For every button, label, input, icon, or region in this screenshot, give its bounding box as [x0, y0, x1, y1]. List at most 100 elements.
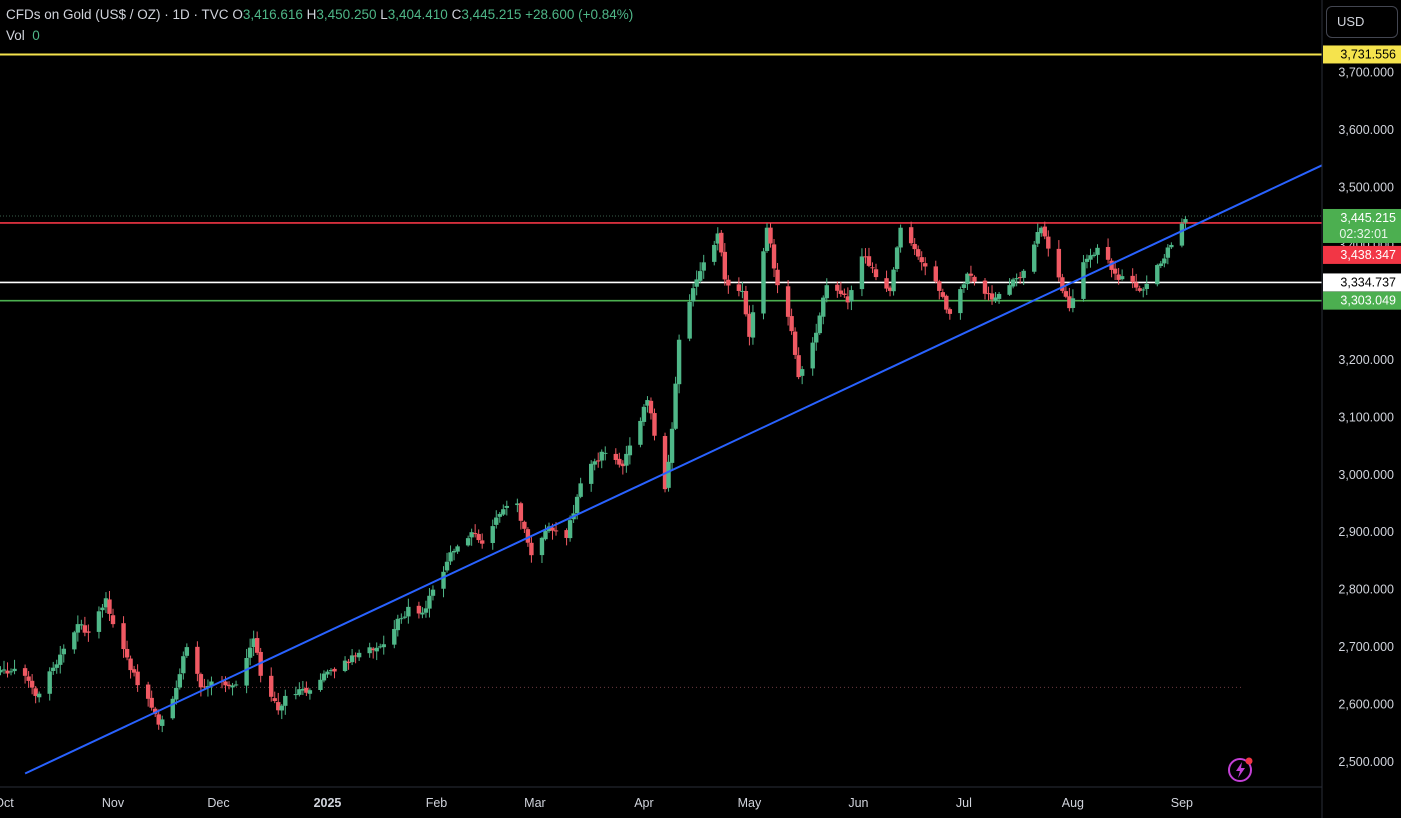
candle[interactable]	[968, 265, 974, 283]
candle[interactable]	[673, 376, 678, 431]
candle[interactable]	[937, 279, 942, 300]
candle[interactable]	[1169, 242, 1174, 249]
candle[interactable]	[863, 248, 868, 264]
candle[interactable]	[986, 286, 991, 301]
candle[interactable]	[423, 600, 429, 618]
candle[interactable]	[638, 417, 643, 448]
candle[interactable]	[1119, 269, 1125, 281]
candle[interactable]	[279, 704, 284, 720]
candle[interactable]	[455, 544, 460, 554]
candle[interactable]	[736, 277, 742, 297]
candle[interactable]	[22, 664, 28, 684]
candle[interactable]	[254, 631, 260, 656]
candle[interactable]	[747, 305, 752, 346]
candle[interactable]	[1165, 244, 1171, 265]
candle[interactable]	[894, 246, 900, 272]
candle[interactable]	[789, 308, 794, 335]
candle[interactable]	[596, 452, 601, 468]
candle[interactable]	[908, 221, 914, 246]
candle[interactable]	[318, 673, 323, 692]
candle[interactable]	[870, 262, 875, 274]
candle[interactable]	[195, 641, 200, 682]
candle[interactable]	[1141, 287, 1146, 298]
candle[interactable]	[1162, 254, 1167, 268]
candle[interactable]	[564, 528, 569, 546]
candle[interactable]	[923, 257, 928, 276]
candle[interactable]	[712, 240, 717, 266]
candle[interactable]	[399, 613, 404, 624]
candle[interactable]	[1095, 244, 1100, 264]
candle[interactable]	[1070, 289, 1076, 313]
candle[interactable]	[792, 327, 798, 359]
candle[interactable]	[529, 537, 534, 563]
candle[interactable]	[332, 667, 337, 679]
candle[interactable]	[543, 524, 548, 541]
candle[interactable]	[641, 404, 647, 426]
candle[interactable]	[430, 585, 436, 601]
trendline[interactable]	[24, 164, 1323, 775]
candle[interactable]	[395, 614, 401, 637]
lightning-icon[interactable]	[1227, 755, 1255, 783]
candle[interactable]	[184, 643, 190, 658]
candle[interactable]	[103, 592, 109, 613]
candle[interactable]	[722, 243, 728, 286]
candle[interactable]	[226, 681, 232, 690]
candle[interactable]	[1144, 275, 1149, 296]
candle[interactable]	[8, 668, 14, 676]
candle[interactable]	[29, 674, 35, 695]
candle[interactable]	[859, 248, 865, 297]
candle[interactable]	[1109, 258, 1114, 278]
candle[interactable]	[328, 668, 334, 676]
candle[interactable]	[1060, 273, 1065, 294]
candle[interactable]	[666, 454, 671, 492]
candle[interactable]	[996, 291, 1002, 304]
candle[interactable]	[416, 601, 422, 619]
candle[interactable]	[567, 515, 573, 542]
candle[interactable]	[135, 664, 140, 692]
candle[interactable]	[490, 519, 495, 550]
candle[interactable]	[12, 659, 17, 675]
candle[interactable]	[645, 396, 650, 413]
candle[interactable]	[849, 285, 854, 311]
candle[interactable]	[160, 715, 165, 733]
candle[interactable]	[873, 263, 879, 281]
candle[interactable]	[1014, 273, 1019, 287]
candle[interactable]	[518, 501, 524, 530]
candle[interactable]	[944, 294, 949, 314]
candle[interactable]	[307, 688, 313, 700]
candle[interactable]	[1130, 268, 1135, 289]
candle[interactable]	[866, 247, 872, 268]
candle[interactable]	[624, 445, 629, 473]
candle[interactable]	[26, 671, 31, 688]
candle[interactable]	[86, 624, 91, 642]
candle[interactable]	[515, 498, 520, 513]
last-price-price-label[interactable]: 3,445.215 02:32:01	[1323, 208, 1401, 243]
candle[interactable]	[406, 598, 411, 624]
candle[interactable]	[972, 275, 977, 286]
candle[interactable]	[244, 648, 249, 694]
candle[interactable]	[1091, 252, 1097, 258]
candle[interactable]	[321, 670, 327, 683]
candle[interactable]	[694, 270, 699, 296]
candle[interactable]	[915, 245, 921, 260]
candle[interactable]	[648, 397, 654, 420]
candle[interactable]	[72, 630, 77, 654]
candle[interactable]	[1116, 268, 1121, 285]
candle[interactable]	[933, 260, 938, 284]
candle[interactable]	[451, 548, 457, 561]
candle[interactable]	[1007, 278, 1012, 296]
candle[interactable]	[884, 270, 889, 292]
candle[interactable]	[1183, 216, 1188, 231]
candle[interactable]	[297, 682, 302, 697]
candle[interactable]	[617, 452, 622, 468]
candle[interactable]	[349, 648, 355, 666]
candle[interactable]	[353, 652, 358, 664]
candle[interactable]	[356, 649, 362, 661]
candle[interactable]	[1021, 269, 1026, 285]
candle[interactable]	[378, 643, 383, 649]
candle[interactable]	[1056, 240, 1062, 282]
candle[interactable]	[768, 222, 773, 248]
candle[interactable]	[346, 658, 351, 670]
candle[interactable]	[325, 669, 330, 678]
candle[interactable]	[251, 630, 256, 657]
